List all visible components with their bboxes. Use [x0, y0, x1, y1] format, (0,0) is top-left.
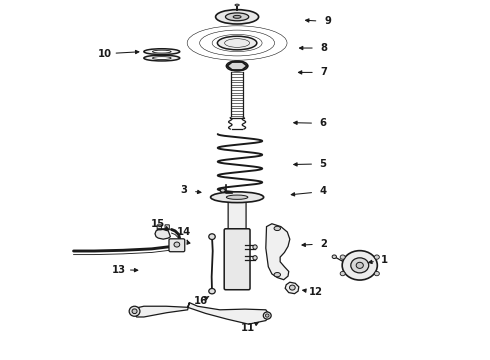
Ellipse shape [152, 50, 171, 53]
Ellipse shape [152, 57, 171, 59]
Polygon shape [266, 224, 290, 280]
FancyBboxPatch shape [169, 239, 185, 252]
Text: 9: 9 [324, 17, 331, 27]
Text: 2: 2 [320, 239, 327, 249]
Ellipse shape [220, 189, 225, 192]
Text: 14: 14 [177, 227, 191, 237]
Ellipse shape [374, 271, 379, 276]
FancyBboxPatch shape [157, 225, 161, 230]
Ellipse shape [211, 192, 264, 203]
Ellipse shape [274, 226, 280, 230]
Ellipse shape [233, 15, 241, 18]
FancyBboxPatch shape [228, 198, 246, 289]
Ellipse shape [132, 309, 137, 314]
Text: 13: 13 [112, 265, 126, 275]
Ellipse shape [129, 306, 140, 316]
Ellipse shape [218, 36, 257, 50]
Text: 12: 12 [309, 287, 323, 297]
FancyBboxPatch shape [224, 229, 250, 290]
Ellipse shape [209, 288, 215, 294]
Ellipse shape [174, 242, 180, 247]
Ellipse shape [332, 255, 337, 258]
Ellipse shape [253, 245, 257, 249]
Polygon shape [155, 229, 171, 239]
Ellipse shape [274, 273, 280, 277]
Text: 16: 16 [194, 296, 208, 306]
Text: 6: 6 [319, 118, 327, 128]
Ellipse shape [253, 256, 257, 260]
Ellipse shape [266, 314, 269, 317]
Ellipse shape [144, 49, 180, 54]
Ellipse shape [216, 10, 259, 24]
Ellipse shape [144, 55, 180, 61]
Ellipse shape [226, 195, 248, 199]
Ellipse shape [356, 262, 364, 269]
Text: 8: 8 [320, 43, 327, 53]
Text: 15: 15 [151, 219, 165, 229]
Text: 5: 5 [319, 159, 327, 169]
Ellipse shape [226, 61, 248, 71]
Text: 11: 11 [241, 323, 255, 333]
Ellipse shape [235, 4, 239, 6]
Ellipse shape [342, 251, 377, 280]
Ellipse shape [209, 234, 215, 239]
Text: 4: 4 [319, 186, 327, 197]
Ellipse shape [225, 13, 249, 21]
FancyBboxPatch shape [165, 225, 170, 230]
Text: 3: 3 [181, 185, 188, 195]
Ellipse shape [351, 258, 368, 273]
Ellipse shape [290, 285, 295, 290]
Text: 1: 1 [381, 255, 389, 265]
Text: 10: 10 [98, 49, 111, 59]
Text: 7: 7 [320, 67, 327, 77]
Polygon shape [133, 303, 190, 317]
Ellipse shape [340, 255, 345, 259]
Polygon shape [285, 282, 299, 294]
Ellipse shape [340, 271, 345, 276]
Ellipse shape [374, 255, 379, 259]
Ellipse shape [263, 312, 271, 319]
Polygon shape [188, 303, 270, 324]
